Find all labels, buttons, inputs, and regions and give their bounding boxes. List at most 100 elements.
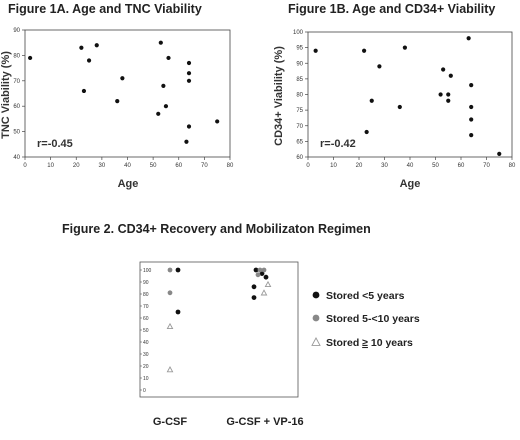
y-tick-label-fig2: 30 xyxy=(143,352,149,358)
data-point-1b xyxy=(313,48,318,53)
category-label-1: G-CSF + VP-16 xyxy=(226,416,303,428)
x-tick-label-1a: 20 xyxy=(73,163,80,169)
y-tick-label-1b: 100 xyxy=(293,30,304,36)
y-tick-label-fig2: 90 xyxy=(143,280,149,286)
y-tick-label-1b: 95 xyxy=(296,46,303,52)
x-tick-label-1a: 70 xyxy=(201,163,208,169)
x-tick-label-1a: 0 xyxy=(23,163,27,169)
x-tick-label-1b: 80 xyxy=(509,163,516,169)
y-tick-label-1b: 70 xyxy=(296,124,303,130)
data-point-fig2-lt5 xyxy=(259,271,265,276)
y-tick-label-1b: 90 xyxy=(296,61,303,67)
correlation-label-1a: r=-0.45 xyxy=(37,138,73,150)
data-point-1a xyxy=(163,104,169,109)
figure-2-title: Figure 2. CD34+ Recovery and Mobilizaton… xyxy=(62,222,371,236)
data-point-1a xyxy=(186,60,192,66)
y-tick-label-1b: 75 xyxy=(296,108,303,114)
data-point-1b xyxy=(497,151,502,156)
y-tick-label-fig2: 0 xyxy=(143,388,146,394)
data-point-1a xyxy=(79,45,84,50)
x-tick-label-1b: 30 xyxy=(381,163,388,169)
data-point-fig2-lt5 xyxy=(251,295,257,300)
data-point-1b xyxy=(469,104,474,110)
data-point-1b xyxy=(362,48,367,53)
data-point-1b xyxy=(402,45,407,50)
data-point-1a xyxy=(86,58,92,63)
category-label-0: G-CSF xyxy=(153,416,188,428)
data-point-fig2-lt5 xyxy=(251,284,257,290)
data-point-1a xyxy=(156,111,161,116)
x-axis-label-1a: Age xyxy=(118,178,139,190)
data-point-fig2-5to10 xyxy=(257,267,263,273)
data-point-1a xyxy=(215,119,220,124)
y-axis-label-1b: CD34+ Viability (%) xyxy=(273,46,285,146)
y-tick-label-1b: 60 xyxy=(296,155,303,161)
y-tick-label-1a: 60 xyxy=(13,104,20,110)
legend-label-5to10: Stored 5-<10 years xyxy=(326,313,420,325)
x-tick-label-1b: 60 xyxy=(458,163,465,169)
x-tick-label-1b: 70 xyxy=(483,163,490,169)
data-point-1a xyxy=(161,83,166,88)
y-tick-label-fig2: 100 xyxy=(143,268,152,274)
data-point-1b xyxy=(364,129,369,135)
data-point-1b xyxy=(446,92,451,97)
plot-frame-fig2 xyxy=(139,261,299,398)
data-point-fig2-ge10 xyxy=(264,280,272,288)
x-tick-label-1a: 30 xyxy=(99,163,106,169)
data-point-fig2-5to10 xyxy=(255,272,261,278)
x-tick-label-1b: 20 xyxy=(356,163,363,169)
data-point-1a xyxy=(120,76,125,81)
x-tick-label-1b: 10 xyxy=(330,163,337,169)
data-point-1a xyxy=(184,139,189,144)
x-tick-label-1a: 50 xyxy=(150,163,157,169)
data-point-1b xyxy=(397,104,402,110)
data-point-fig2-lt5 xyxy=(253,267,259,273)
data-point-1b xyxy=(469,83,474,88)
data-point-1b xyxy=(441,67,446,72)
x-axis-label-1b: Age xyxy=(400,178,421,190)
data-point-1b xyxy=(377,64,382,69)
data-point-fig2-lt5 xyxy=(175,309,181,315)
data-point-1a xyxy=(186,78,192,83)
y-tick-label-1a: 80 xyxy=(13,53,20,59)
data-point-1a xyxy=(81,88,87,94)
y-tick-label-fig2: 80 xyxy=(143,292,149,298)
data-point-fig2-lt5 xyxy=(263,274,269,280)
legend-marker-lt5 xyxy=(312,291,320,299)
y-tick-label-1b: 80 xyxy=(296,93,303,99)
y-tick-label-fig2: 20 xyxy=(143,364,149,370)
data-point-1a xyxy=(158,40,163,45)
y-tick-label-1a: 50 xyxy=(13,130,20,136)
data-point-fig2-lt5 xyxy=(175,267,181,273)
data-point-fig2-5to10 xyxy=(261,267,267,273)
data-point-1a xyxy=(28,55,33,61)
data-point-1b xyxy=(466,36,471,41)
x-tick-label-1a: 40 xyxy=(124,163,131,169)
x-tick-label-1b: 40 xyxy=(407,163,414,169)
legend-label-lt5: Stored <5 years xyxy=(326,290,405,302)
x-tick-label-1b: 50 xyxy=(432,163,439,169)
data-point-1b xyxy=(446,98,451,103)
y-tick-label-1b: 85 xyxy=(296,77,303,83)
data-point-1b xyxy=(369,98,374,103)
x-tick-label-1a: 10 xyxy=(47,163,54,169)
x-tick-label-1b: 0 xyxy=(306,163,310,169)
data-point-1a xyxy=(115,99,120,104)
data-point-1a xyxy=(94,43,99,48)
data-point-1b xyxy=(469,117,474,122)
data-point-1a xyxy=(166,55,171,61)
y-tick-label-fig2: 10 xyxy=(143,376,149,382)
y-tick-label-1a: 70 xyxy=(13,79,20,85)
y-tick-label-fig2: 50 xyxy=(143,328,149,334)
figure-1a-title: Figure 1A. Age and TNC Viability xyxy=(8,2,202,16)
data-point-1b xyxy=(438,92,443,97)
data-point-fig2-5to10 xyxy=(167,267,173,273)
y-tick-label-fig2: 60 xyxy=(143,316,149,322)
correlation-label-1b: r=-0.42 xyxy=(320,138,356,150)
data-point-1a xyxy=(186,124,192,129)
data-point-fig2-5to10 xyxy=(167,290,173,296)
data-point-fig2-ge10 xyxy=(260,289,268,296)
legend-marker-ge10 xyxy=(311,337,321,346)
data-point-fig2-ge10 xyxy=(166,322,174,330)
